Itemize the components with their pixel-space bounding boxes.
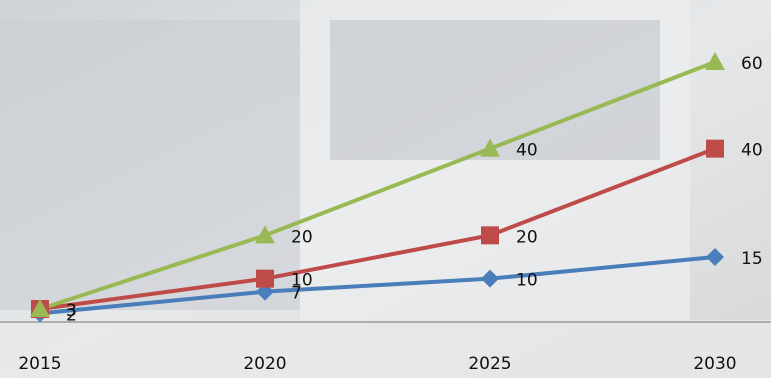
data-label: 7: [291, 284, 302, 304]
bus-side: [0, 20, 300, 310]
x-tick-label: 2015: [18, 354, 61, 374]
marker: [480, 138, 500, 157]
marker: [256, 269, 274, 288]
series-line: [39, 255, 716, 316]
data-label: 3: [66, 301, 77, 321]
marker: [30, 299, 50, 317]
data-label: 3: [66, 301, 77, 321]
x-tick-label: 2020: [243, 354, 286, 374]
marker: [706, 248, 724, 266]
data-label: 2: [66, 305, 77, 325]
data-label: 40: [741, 141, 763, 161]
marker: [255, 225, 275, 244]
data-label: 60: [741, 54, 763, 74]
x-tick-label: 2025: [468, 354, 511, 374]
marker: [705, 52, 725, 70]
marker: [481, 226, 499, 245]
bus-windshield: [330, 20, 660, 160]
data-label: 15: [741, 249, 763, 269]
series-line: [39, 60, 716, 311]
series-line: [39, 146, 716, 311]
data-label: 40: [516, 141, 538, 161]
x-tick-label: 2030: [693, 354, 736, 374]
data-label: 20: [516, 227, 538, 247]
marker: [706, 139, 724, 158]
data-label: 10: [291, 271, 313, 291]
marker: [481, 269, 499, 288]
ground: [0, 320, 771, 378]
data-label: 10: [516, 271, 538, 291]
data-label: 20: [291, 227, 313, 247]
